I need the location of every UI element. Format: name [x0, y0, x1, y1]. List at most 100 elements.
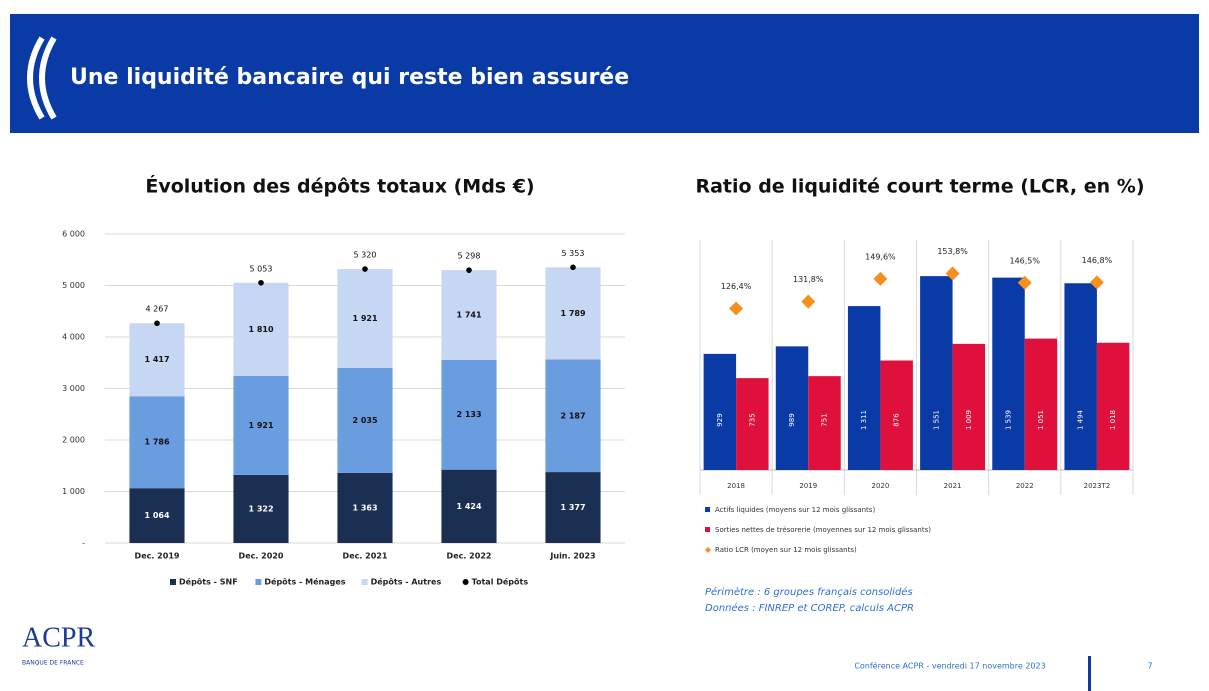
data-label: 2 187 — [560, 411, 585, 420]
data-label: 1 810 — [248, 325, 273, 334]
legend-label: Total Dépôts — [472, 577, 529, 587]
data-label: 1 741 — [456, 310, 481, 319]
note: Périmètre : 6 groupes français consolidé… — [705, 586, 913, 598]
data-label: 149,6% — [865, 252, 896, 261]
data-label: 153,8% — [937, 247, 968, 256]
legend-label: Dépôts - Autres — [371, 577, 442, 587]
ratio-marker — [801, 294, 816, 309]
x-tick-label: Dec. 2021 — [343, 552, 388, 561]
data-label: 1 494 — [1077, 409, 1085, 430]
bar-segment — [129, 488, 185, 543]
data-label: 131,8% — [793, 275, 824, 284]
chart-title: Évolution des dépôts totaux (Mds €) — [145, 175, 534, 198]
y-tick-label: 6 000 — [62, 230, 85, 239]
data-label: 1 018 — [1109, 410, 1117, 430]
data-label: 1 539 — [1005, 410, 1013, 430]
data-label: 126,4% — [721, 282, 752, 291]
bar — [992, 277, 1025, 470]
bar — [1024, 338, 1058, 470]
bar — [920, 276, 953, 470]
data-label: 876 — [893, 413, 901, 427]
data-label: 4 267 — [146, 305, 169, 314]
bar-segment — [233, 474, 289, 543]
data-label: 1 377 — [560, 503, 585, 512]
data-label: 1 417 — [144, 355, 169, 364]
y-tick-label: 5 000 — [62, 281, 85, 290]
chart-title: Ratio de liquidité court terme (LCR, en … — [695, 176, 1144, 198]
data-label: 751 — [820, 413, 828, 426]
bar-segment — [545, 267, 601, 360]
x-tick-label: 2020 — [872, 482, 890, 490]
ratio-marker — [729, 301, 744, 316]
logo-text: ACPR — [22, 622, 95, 653]
ratio-marker — [1017, 275, 1032, 290]
x-tick-label: 2023T2 — [1084, 482, 1111, 490]
data-label: 1 424 — [456, 502, 481, 511]
ratio-marker — [1089, 275, 1104, 290]
x-tick-label: 2019 — [799, 482, 817, 490]
note: Données : FINREP et COREP, calculs ACPR — [705, 602, 914, 614]
legend-marker — [462, 579, 469, 585]
bar — [1096, 342, 1130, 470]
total-dot — [466, 267, 472, 273]
footer-text: Conférence ACPR - vendredi 17 novembre 2… — [854, 661, 1045, 671]
legend-marker — [361, 579, 368, 585]
y-tick-label: 4 000 — [62, 333, 85, 342]
x-tick-label: Dec. 2020 — [239, 552, 284, 561]
bar — [952, 343, 986, 470]
ratio-marker — [945, 266, 960, 281]
data-label: 1 051 — [1037, 410, 1045, 430]
data-label: 1 311 — [860, 410, 868, 430]
bar-segment — [545, 359, 601, 473]
total-dot — [154, 320, 160, 327]
data-label: 1 009 — [965, 410, 973, 430]
bar — [736, 378, 769, 470]
legend-label: Actifs liquides (moyens sur 12 mois glis… — [715, 506, 875, 514]
data-label: 1 551 — [932, 410, 940, 430]
page-number: 7 — [1147, 662, 1152, 671]
bar-segment — [337, 269, 393, 369]
x-tick-label: Juin. 2023 — [549, 552, 595, 561]
y-tick-label: 3 000 — [62, 384, 85, 393]
legend-label: Ratio LCR (moyen sur 12 mois glissants) — [715, 546, 857, 554]
bar-segment — [441, 270, 497, 360]
y-tick-label: 1 000 — [62, 487, 85, 496]
bar-segment — [441, 469, 497, 543]
data-label: 989 — [788, 413, 796, 426]
data-label: 1 363 — [352, 503, 377, 512]
x-tick-label: 2022 — [1016, 482, 1034, 490]
legend-marker — [705, 527, 710, 532]
data-label: 146,8% — [1082, 256, 1113, 265]
total-dot — [258, 279, 264, 286]
y-tick-label: - — [82, 539, 85, 548]
total-dot — [362, 266, 368, 272]
bar-segment — [545, 472, 601, 543]
legend-marker — [255, 579, 262, 585]
data-label: 5 053 — [250, 264, 273, 273]
bar-segment — [337, 472, 393, 543]
x-tick-label: Dec. 2022 — [447, 552, 492, 561]
bracket — [39, 36, 57, 120]
bar — [847, 306, 881, 470]
x-tick-label: Dec. 2019 — [135, 552, 180, 561]
legend-label: Dépôts - SNF — [179, 577, 238, 587]
data-label: 146,5% — [1009, 256, 1040, 265]
bar — [808, 376, 841, 470]
legend-label: Dépôts - Ménages — [264, 577, 345, 587]
data-label: 1 786 — [144, 438, 169, 447]
bar-segment — [337, 368, 393, 473]
header-band — [10, 14, 1199, 133]
x-tick-label: 2018 — [727, 482, 745, 490]
data-label: 5 320 — [354, 251, 377, 260]
bar-segment — [129, 396, 185, 489]
y-tick-label: 2 000 — [62, 436, 85, 445]
data-label: 1 921 — [352, 314, 377, 323]
bar — [880, 360, 913, 470]
bar — [1064, 283, 1097, 470]
data-label: 735 — [748, 413, 756, 426]
data-label: 929 — [716, 413, 724, 426]
data-label: 2 035 — [352, 416, 377, 425]
ratio-marker — [873, 271, 888, 286]
bar — [703, 353, 737, 470]
